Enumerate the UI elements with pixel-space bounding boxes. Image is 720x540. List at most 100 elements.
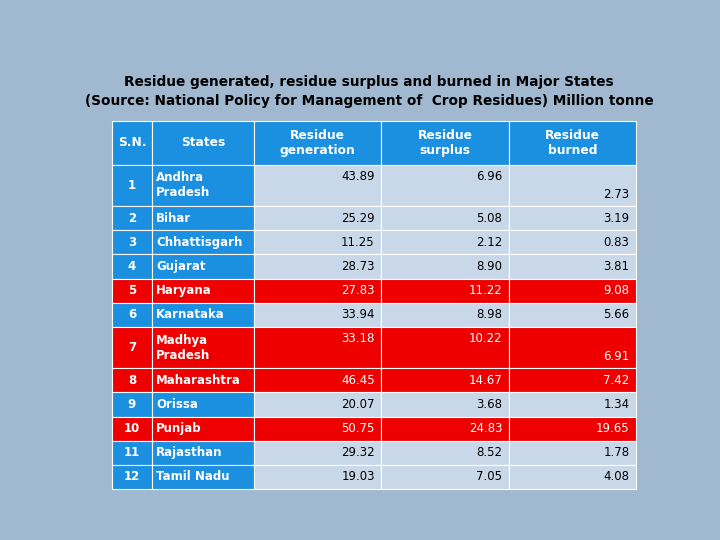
Bar [152, 230, 254, 254]
Bar [509, 393, 636, 416]
Text: 9: 9 [128, 398, 136, 411]
Bar [382, 206, 509, 230]
Text: 8.98: 8.98 [476, 308, 502, 321]
Text: 11.25: 11.25 [341, 236, 374, 249]
Text: States: States [181, 136, 225, 149]
Bar [509, 368, 636, 393]
Text: Andhra
Pradesh: Andhra Pradesh [156, 171, 210, 199]
Bar [509, 279, 636, 302]
Bar [254, 327, 382, 368]
Text: Residue generated, residue surplus and burned in Major States
(Source: National : Residue generated, residue surplus and b… [85, 75, 653, 107]
Text: 3: 3 [128, 236, 136, 249]
Text: Maharashtra: Maharashtra [156, 374, 241, 387]
Text: 6.91: 6.91 [603, 350, 629, 363]
Text: 5.08: 5.08 [477, 212, 502, 225]
Bar [382, 165, 509, 206]
Text: Madhya
Pradesh: Madhya Pradesh [156, 334, 210, 362]
Bar [382, 393, 509, 416]
Text: 0.83: 0.83 [604, 236, 629, 249]
Text: 27.83: 27.83 [341, 284, 374, 297]
Bar [112, 327, 152, 368]
Text: 8: 8 [128, 374, 136, 387]
Bar [152, 441, 254, 465]
Text: 14.67: 14.67 [469, 374, 502, 387]
Text: 19.65: 19.65 [596, 422, 629, 435]
Bar [254, 416, 382, 441]
Text: Tamil Nadu: Tamil Nadu [156, 470, 230, 483]
Bar [254, 165, 382, 206]
Bar [112, 206, 152, 230]
Text: 3.68: 3.68 [476, 398, 502, 411]
Bar [152, 206, 254, 230]
Text: 24.83: 24.83 [469, 422, 502, 435]
Text: 10.22: 10.22 [469, 332, 502, 345]
Bar [509, 165, 636, 206]
Text: 5.66: 5.66 [603, 308, 629, 321]
Text: 6.96: 6.96 [476, 170, 502, 183]
Bar [382, 368, 509, 393]
Text: Residue
generation: Residue generation [280, 129, 356, 157]
Text: 4.08: 4.08 [603, 470, 629, 483]
Bar [254, 206, 382, 230]
Bar [382, 121, 509, 165]
Text: 3.81: 3.81 [603, 260, 629, 273]
Bar [382, 465, 509, 489]
Text: 8.90: 8.90 [476, 260, 502, 273]
Text: Orissa: Orissa [156, 398, 198, 411]
Text: 2.73: 2.73 [603, 188, 629, 201]
Bar [254, 230, 382, 254]
Text: 29.32: 29.32 [341, 446, 374, 459]
Bar [152, 121, 254, 165]
Text: 7: 7 [128, 341, 136, 354]
Bar [112, 302, 152, 327]
Bar [152, 416, 254, 441]
Bar [152, 165, 254, 206]
Text: 43.89: 43.89 [341, 170, 374, 183]
Text: Residue
surplus: Residue surplus [418, 129, 472, 157]
Bar [112, 165, 152, 206]
Text: Bihar: Bihar [156, 212, 192, 225]
Bar [509, 254, 636, 279]
Text: 28.73: 28.73 [341, 260, 374, 273]
Bar [382, 327, 509, 368]
Bar [112, 230, 152, 254]
Text: 8.52: 8.52 [476, 446, 502, 459]
Bar [254, 279, 382, 302]
Bar [382, 230, 509, 254]
Text: 7.42: 7.42 [603, 374, 629, 387]
Text: 20.07: 20.07 [341, 398, 374, 411]
Text: 11: 11 [124, 446, 140, 459]
Bar [509, 230, 636, 254]
Text: Haryana: Haryana [156, 284, 212, 297]
Text: 7.05: 7.05 [476, 470, 502, 483]
Bar [254, 393, 382, 416]
Text: Gujarat: Gujarat [156, 260, 206, 273]
Bar [509, 121, 636, 165]
Bar [152, 368, 254, 393]
Bar [254, 368, 382, 393]
Bar [152, 254, 254, 279]
Text: Residue
burned: Residue burned [545, 129, 600, 157]
Text: Karnataka: Karnataka [156, 308, 225, 321]
Text: S.N.: S.N. [118, 136, 146, 149]
Bar [254, 121, 382, 165]
Bar [112, 465, 152, 489]
Bar [382, 254, 509, 279]
Text: 46.45: 46.45 [341, 374, 374, 387]
Bar [112, 393, 152, 416]
Text: 12: 12 [124, 470, 140, 483]
Bar [382, 279, 509, 302]
Bar [509, 465, 636, 489]
Text: 10: 10 [124, 422, 140, 435]
Bar [509, 441, 636, 465]
Bar [112, 254, 152, 279]
Bar [382, 416, 509, 441]
Text: 9.08: 9.08 [603, 284, 629, 297]
Bar [112, 416, 152, 441]
Text: 3.19: 3.19 [603, 212, 629, 225]
Text: 1.78: 1.78 [603, 446, 629, 459]
Bar [254, 302, 382, 327]
Bar [152, 327, 254, 368]
Bar [152, 465, 254, 489]
Text: 25.29: 25.29 [341, 212, 374, 225]
